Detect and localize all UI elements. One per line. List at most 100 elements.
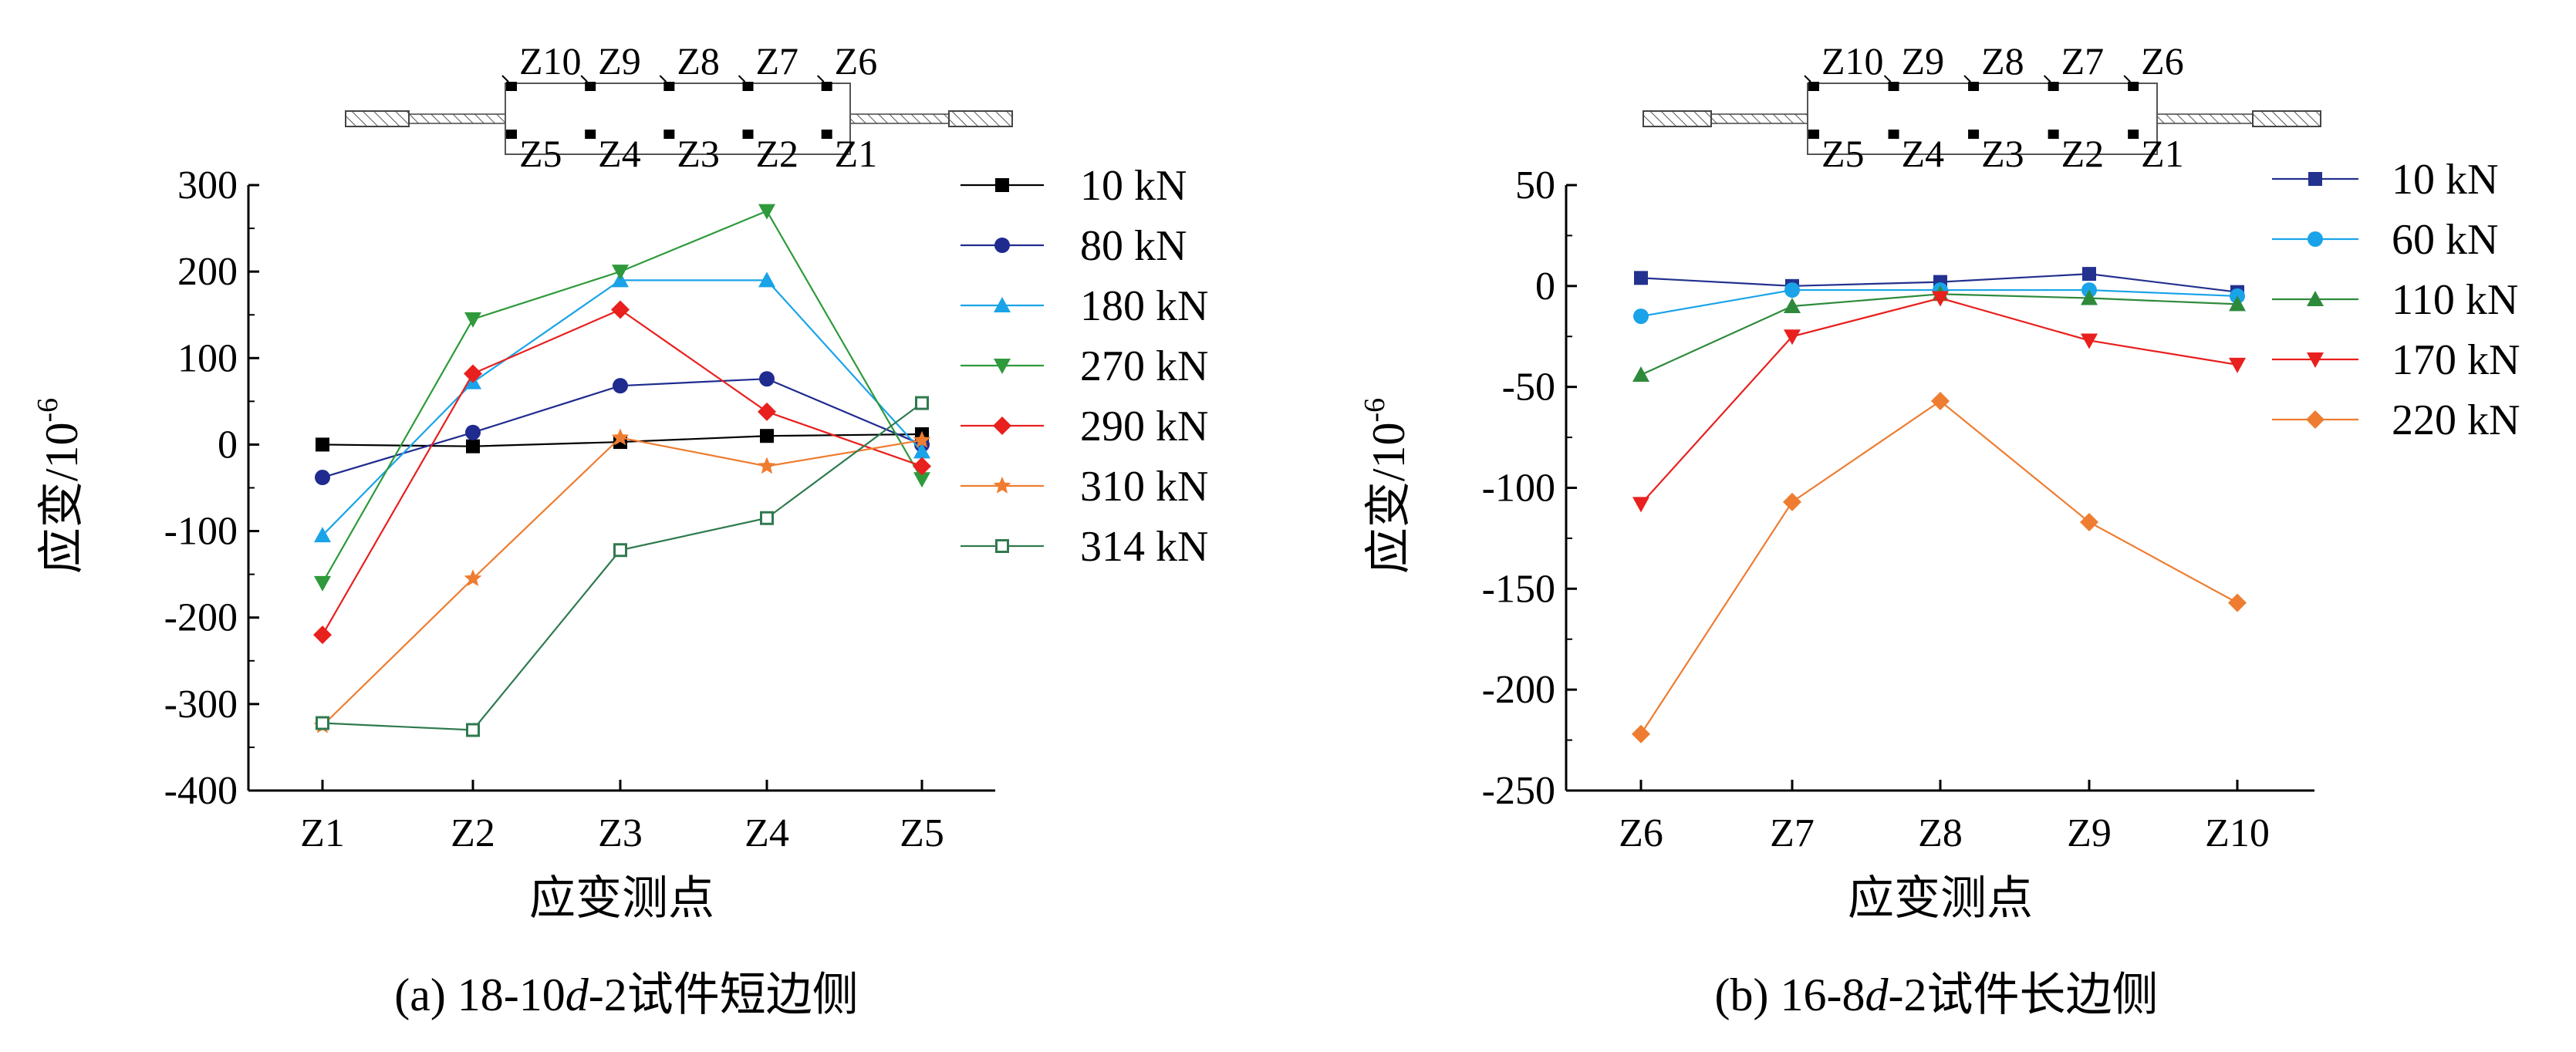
legend-entry: 310 kN — [961, 463, 1208, 511]
data-point — [316, 437, 329, 452]
anchor-block-right — [948, 110, 1013, 127]
gauge-lead — [659, 75, 667, 83]
caption-italic: d — [566, 969, 589, 1020]
data-point — [915, 396, 929, 410]
data-point — [316, 716, 329, 730]
data-point — [613, 543, 627, 558]
series-line — [322, 309, 923, 636]
legend-label: 314 kN — [1080, 523, 1208, 571]
x-axis-label: 应变测点 — [529, 873, 714, 924]
data-point — [760, 429, 774, 443]
legend-marker — [993, 477, 1011, 494]
data-point — [2081, 333, 2098, 349]
strain-gauge-bottom — [1808, 130, 1819, 139]
gauge-lead — [2123, 75, 2131, 83]
data-point — [2229, 295, 2246, 312]
y-tick-label: -300 — [164, 683, 238, 727]
data-point — [758, 271, 775, 288]
y-axis-label-text: 应变/10 — [36, 422, 87, 574]
strain-gauge-bottom — [585, 130, 596, 139]
data-point — [465, 424, 481, 440]
gauge-label-bottom: Z1 — [835, 132, 878, 175]
y-axis-label: 应变/10-6 — [32, 398, 87, 574]
gauge-label-bottom: Z5 — [1821, 132, 1865, 175]
gauge-label-top: Z8 — [1981, 39, 2024, 83]
strain-gauge-bottom — [2048, 130, 2059, 139]
data-point — [1784, 329, 1801, 346]
legend-marker — [2306, 410, 2324, 429]
data-point — [464, 364, 482, 383]
x-tick-label: Z7 — [1770, 811, 1815, 855]
legend-marker — [994, 359, 1011, 374]
y-tick-label: -100 — [164, 510, 238, 554]
legend-marker — [2308, 231, 2323, 247]
strain-gauge-bottom — [1968, 130, 1980, 139]
x-tick-label: Z3 — [598, 811, 643, 855]
strain-gauge-bottom — [2128, 130, 2139, 139]
gauge-label-bottom: Z3 — [1981, 132, 2024, 175]
series-line — [322, 402, 923, 731]
strain-gauge-bottom — [821, 130, 832, 139]
strain-gauge-top — [1968, 82, 1980, 91]
legend-label: 80 kN — [1080, 222, 1187, 270]
strain-gauge-top — [663, 82, 675, 91]
y-tick-label: -100 — [1482, 467, 1555, 511]
strain-gauge-top — [742, 82, 754, 91]
caption-suffix: -2试件长边侧 — [1888, 969, 2158, 1020]
x-tick-label: Z6 — [1619, 811, 1663, 855]
gauge-label-top: Z7 — [2061, 39, 2105, 83]
series-10kn — [316, 427, 929, 454]
gauge-lead — [580, 75, 588, 83]
gauge-label-top: Z8 — [677, 39, 720, 83]
gauge-label-top: Z6 — [835, 39, 878, 83]
strain-gauge-top — [2048, 82, 2059, 91]
gauge-lead — [1963, 75, 1971, 83]
data-point — [913, 430, 931, 448]
series-220kn — [1632, 391, 2247, 743]
series-270kn — [314, 204, 930, 592]
data-point — [1784, 298, 1801, 313]
y-axis-label-exponent: -6 — [1359, 398, 1391, 423]
y-axis-label-exponent: -6 — [32, 398, 64, 423]
gauge-label-top: Z9 — [598, 39, 641, 83]
strain-gauge-bottom — [506, 130, 517, 139]
panel-caption: (b) 16-8d-2试件长边侧 — [1715, 969, 2159, 1020]
data-point — [1632, 497, 1649, 513]
legend-label: 180 kN — [1080, 282, 1208, 330]
legend-entry: 10 kN — [961, 162, 1187, 210]
strain-gauge-top — [821, 82, 832, 91]
series-line — [1640, 293, 2238, 376]
gauge-label-bottom: Z4 — [1902, 132, 1945, 175]
legend-entry: 170 kN — [2272, 336, 2520, 384]
data-point — [1783, 492, 1801, 511]
strain-gauge-top — [1888, 82, 1899, 91]
legend-entry: 270 kN — [961, 342, 1208, 390]
x-tick-label: Z10 — [2205, 811, 2270, 855]
y-tick-label: -150 — [1482, 567, 1555, 611]
data-point — [1634, 271, 1648, 285]
series-170kn — [1632, 291, 2246, 513]
y-tick-label: -50 — [1502, 366, 1555, 410]
data-point — [314, 527, 331, 543]
legend-marker — [995, 539, 1009, 553]
gauge-label-top: Z10 — [1821, 39, 1884, 83]
series-310kn — [313, 428, 931, 733]
data-point — [758, 402, 776, 421]
strain-gauge-bottom — [663, 130, 675, 139]
legend-label: 170 kN — [2392, 336, 2520, 384]
data-point — [2082, 267, 2096, 282]
legend-entry: 290 kN — [961, 403, 1208, 450]
x-tick-label: Z1 — [300, 811, 345, 855]
legend-label: 290 kN — [1080, 403, 1208, 450]
y-tick-label: -200 — [1482, 668, 1555, 712]
gauge-lead — [2043, 75, 2051, 83]
legend-label: 110 kN — [2392, 276, 2518, 324]
data-point — [1633, 309, 1649, 325]
panel-caption: (a) 18-10d-2试件短边侧 — [394, 969, 859, 1020]
y-axis-label-text: 应变/10 — [1363, 422, 1414, 574]
data-point — [760, 511, 774, 525]
y-tick-label: 100 — [177, 336, 238, 380]
gauge-lead — [1883, 75, 1892, 83]
legend-marker — [994, 297, 1011, 312]
